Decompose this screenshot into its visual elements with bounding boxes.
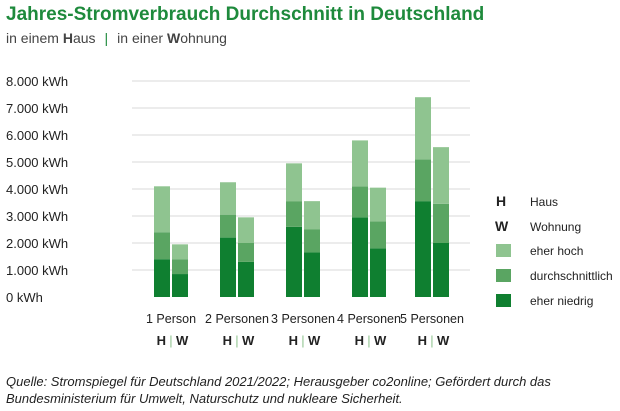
x-category-label: 2 Personen xyxy=(205,312,269,326)
subtitle-wohnung-rest: ohnung xyxy=(180,30,227,46)
x-sub-label-w: W xyxy=(242,333,255,348)
subtitle-haus-bold: H xyxy=(62,30,73,46)
bar-w-durchschnittlich xyxy=(238,243,254,262)
x-sub-separator: | xyxy=(430,333,433,348)
bar-w-eher-hoch xyxy=(370,187,386,222)
bar-h-eher-niedrig xyxy=(286,226,302,297)
bar-w-durchschnittlich xyxy=(370,221,386,249)
bar-h-eher-hoch xyxy=(154,186,170,233)
bar-w-eher-hoch xyxy=(304,201,320,230)
x-category-label: 1 Person xyxy=(146,312,196,326)
legend-swatch-eher-niedrig xyxy=(496,294,511,307)
bar-w-eher-niedrig xyxy=(304,252,320,297)
bar-w-eher-hoch xyxy=(172,244,188,260)
y-tick-label: 6.000 kWh xyxy=(6,128,68,143)
bar-h-eher-niedrig xyxy=(352,217,368,297)
bar-w-eher-niedrig xyxy=(172,274,188,297)
y-tick-label: 7.000 kWh xyxy=(6,101,68,116)
source-line-1: Quelle: Stromspiegel für Deutschland 202… xyxy=(6,374,551,389)
x-sub-label-h: H xyxy=(289,333,298,348)
x-category-label: 3 Personen xyxy=(271,312,335,326)
x-sub-label-h: H xyxy=(223,333,232,348)
bar-h-eher-hoch xyxy=(286,163,302,202)
legend-key-label: Haus xyxy=(530,195,558,209)
legend-series-label: eher niedrig xyxy=(530,294,593,308)
bar-h-eher-niedrig xyxy=(154,259,170,297)
bar-h-eher-hoch xyxy=(415,97,431,160)
bar-h-durchschnittlich xyxy=(415,159,431,202)
x-sub-separator: | xyxy=(367,333,370,348)
bar-h-eher-hoch xyxy=(352,140,368,187)
bar-w-eher-niedrig xyxy=(238,261,254,297)
legend-series-label: eher hoch xyxy=(530,244,583,258)
bar-h-eher-hoch xyxy=(220,182,236,215)
subtitle-haus-prefix: in einem xyxy=(6,30,63,46)
y-tick-label: 3.000 kWh xyxy=(6,209,68,224)
subtitle-separator: | xyxy=(104,30,109,46)
legend-swatch-eher-hoch xyxy=(496,244,511,257)
source-line-2: Bundesministerium für Umwelt, Naturschut… xyxy=(6,391,403,406)
bar-w-durchschnittlich xyxy=(172,259,188,275)
chart-subtitle: in einem Haus | in einer Wohnung xyxy=(6,30,227,46)
y-tick-label: 5.000 kWh xyxy=(6,155,68,170)
stacked-bar-chart: 0 kWh 1.000 kWh 2.000 kWh 3.000 kWh 4.000 kW… xyxy=(6,74,613,348)
x-sub-label-h: H xyxy=(418,333,427,348)
x-category-label: 4 Personen xyxy=(337,312,401,326)
bar-h-durchschnittlich xyxy=(154,232,170,260)
x-sub-separator: | xyxy=(301,333,304,348)
legend-swatch-durchschnittlich xyxy=(496,269,511,282)
bar-w-eher-hoch xyxy=(433,147,449,204)
legend-key-symbol: W xyxy=(495,218,509,234)
x-sub-label-w: W xyxy=(437,333,450,348)
y-tick-label: 2.000 kWh xyxy=(6,236,68,251)
x-sub-separator: | xyxy=(169,333,172,348)
bar-h-durchschnittlich xyxy=(286,201,302,227)
legend-series-label: durchschnittlich xyxy=(530,269,613,283)
bar-h-durchschnittlich xyxy=(220,214,236,238)
legend-key-symbol: H xyxy=(496,193,506,209)
y-tick-label: 0 kWh xyxy=(6,290,43,305)
bar-h-eher-niedrig xyxy=(220,237,236,297)
y-tick-label: 8.000 kWh xyxy=(6,74,68,89)
bar-w-eher-niedrig xyxy=(370,248,386,297)
bar-w-eher-niedrig xyxy=(433,243,449,297)
subtitle-wohnung-bold: W xyxy=(166,30,181,46)
x-category-label: 5 Personen xyxy=(400,312,464,326)
chart-title: Jahres-Stromverbrauch Durchschnitt in De… xyxy=(6,4,485,25)
subtitle-wohnung-prefix: in einer xyxy=(117,30,167,46)
bar-w-eher-hoch xyxy=(238,217,254,243)
source-note: Quelle: Stromspiegel für Deutschland 202… xyxy=(6,373,606,407)
y-tick-label: 1.000 kWh xyxy=(6,263,68,278)
bar-w-durchschnittlich xyxy=(304,229,320,253)
bar-h-eher-niedrig xyxy=(415,201,431,297)
x-sub-separator: | xyxy=(235,333,238,348)
bar-w-durchschnittlich xyxy=(433,203,449,243)
x-sub-label-w: W xyxy=(374,333,387,348)
x-sub-label-h: H xyxy=(157,333,166,348)
legend-key-label: Wohnung xyxy=(530,220,581,234)
x-sub-label-w: W xyxy=(308,333,321,348)
y-tick-label: 4.000 kWh xyxy=(6,182,68,197)
bar-h-durchschnittlich xyxy=(352,186,368,218)
x-sub-label-h: H xyxy=(355,333,364,348)
subtitle-haus-rest: aus xyxy=(72,30,96,46)
x-sub-label-w: W xyxy=(176,333,189,348)
